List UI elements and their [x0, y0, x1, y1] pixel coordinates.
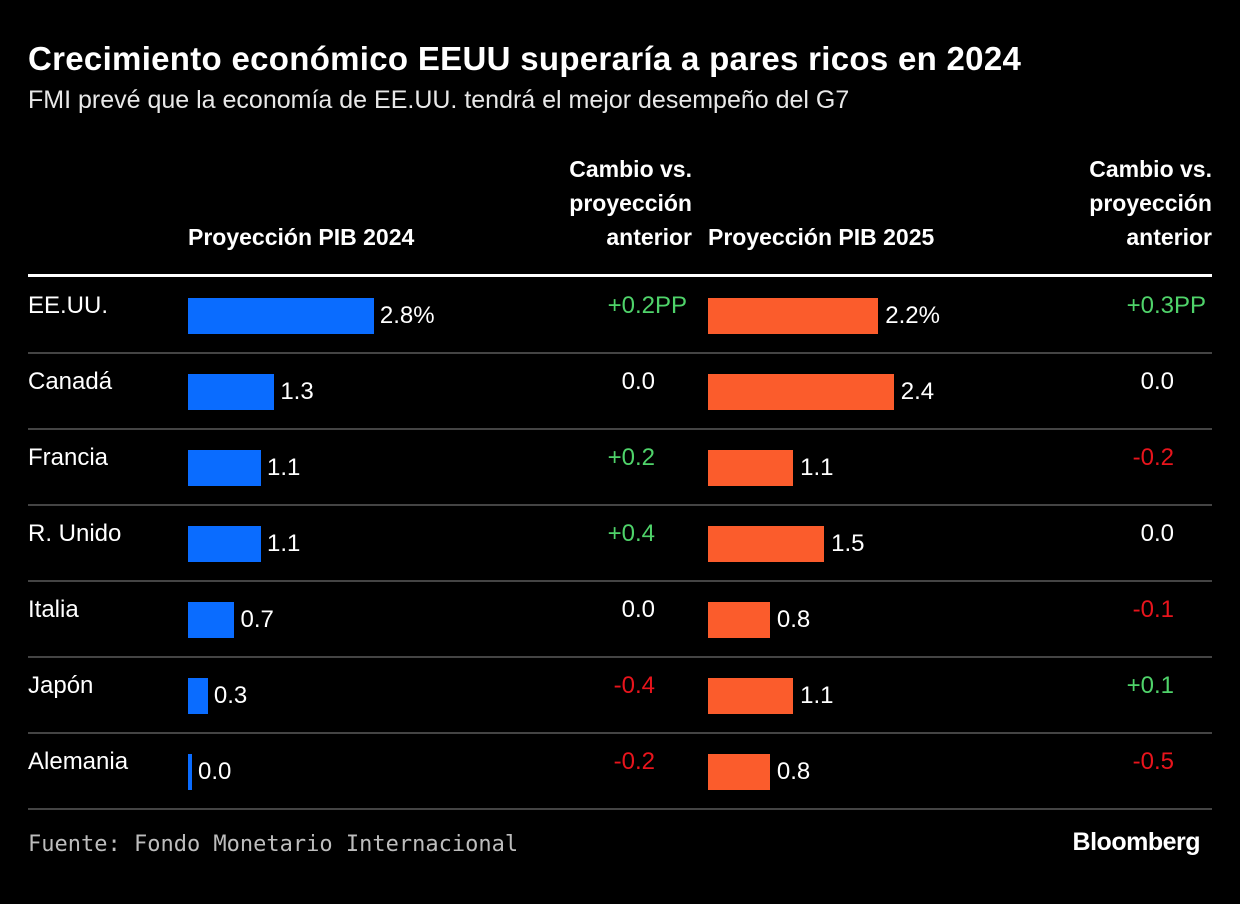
value-number: 2.8 — [379, 302, 414, 329]
value-number: 1.5 — [831, 530, 865, 557]
bar-2024 — [188, 754, 192, 790]
row-divider — [28, 504, 1212, 506]
value-label-2024: 1.1 — [267, 454, 300, 482]
value-number: 0.7 — [240, 606, 274, 633]
change-2025: +0.1 — [1126, 672, 1174, 699]
source-note: Fuente: Fondo Monetario Internacional — [28, 832, 519, 857]
value-label-2025: 1.5 — [831, 530, 864, 558]
change-2024: -0.2 — [613, 748, 655, 775]
row-divider — [28, 428, 1212, 430]
value-number: 0.8 — [776, 606, 811, 633]
header-change-2025: Cambio vs. proyección anterior — [1089, 152, 1212, 254]
change-2025: -0.2 — [1132, 444, 1174, 471]
chart-title: Crecimiento económico EEUU superaría a p… — [28, 40, 1022, 77]
bar-2025 — [708, 754, 770, 790]
bar-2025 — [708, 602, 770, 638]
bar-2025 — [708, 374, 894, 410]
change-2024: 0.0 — [621, 596, 655, 623]
change-2024: -0.4 — [613, 672, 655, 699]
change-2025: 0.0 — [1140, 520, 1174, 547]
value-label-2025: 1.1 — [800, 682, 833, 710]
bar-2024 — [188, 526, 262, 562]
change-2025: -0.5 — [1132, 748, 1174, 775]
value-label-2024: 2.8% — [380, 302, 435, 330]
bar-2024 — [188, 374, 275, 410]
change-2024: +0.4 — [607, 520, 655, 547]
country-label: EE.UU. — [28, 292, 109, 319]
bar-2024 — [188, 678, 208, 714]
bar-2024 — [188, 298, 374, 334]
change-2024: +0.2 — [607, 292, 655, 319]
value-label-2025: 0.8 — [777, 606, 810, 634]
value-number: 2.2 — [885, 302, 919, 329]
header-divider — [28, 274, 1212, 277]
value-label-2025: 2.4 — [901, 378, 934, 406]
value-number: 1.3 — [280, 378, 314, 405]
value-label-2025: 2.2% — [885, 302, 940, 330]
value-label-2024: 0.7 — [240, 606, 273, 634]
value-label-2024: 1.1 — [267, 530, 300, 558]
value-label-2024: 0.3 — [214, 682, 247, 710]
value-label-2024: 0.0 — [198, 758, 231, 786]
value-number: 0.0 — [198, 758, 232, 785]
value-number: 1.1 — [267, 454, 301, 481]
value-label-2024: 1.3 — [280, 378, 313, 406]
header-line: Cambio vs. — [1089, 156, 1212, 182]
bar-2024 — [188, 602, 235, 638]
row-divider — [28, 732, 1212, 734]
header-gdp-2025: Proyección PIB 2025 — [708, 224, 935, 250]
row-divider — [28, 352, 1212, 354]
change-2024: 0.0 — [621, 368, 655, 395]
country-label: Canadá — [28, 368, 113, 395]
header-line: anterior — [1126, 224, 1212, 250]
row-divider — [28, 808, 1212, 810]
header-line: Cambio vs. — [569, 156, 692, 182]
country-label: Japón — [28, 672, 94, 699]
header-change-2024: Cambio vs. proyección anterior — [569, 152, 692, 254]
value-number: 1.1 — [800, 454, 834, 481]
value-unit: % — [413, 302, 435, 329]
change-unit: PP — [655, 292, 688, 319]
bar-2024 — [188, 450, 262, 486]
change-unit: PP — [1174, 292, 1207, 319]
country-label: Francia — [28, 444, 109, 471]
bar-2025 — [708, 526, 825, 562]
header-line: proyección — [569, 190, 692, 216]
value-number: 1.1 — [800, 682, 834, 709]
header-gdp-2024: Proyección PIB 2024 — [188, 224, 415, 250]
row-divider — [28, 580, 1212, 582]
country-label: R. Unido — [28, 520, 122, 547]
value-number: 2.4 — [900, 378, 935, 405]
country-label: Italia — [28, 596, 79, 623]
value-unit: % — [918, 302, 940, 329]
bar-2025 — [708, 298, 879, 334]
bloomberg-logo: Bloomberg — [1072, 828, 1201, 856]
change-2024: +0.2 — [607, 444, 655, 471]
value-label-2025: 0.8 — [777, 758, 810, 786]
row-divider — [28, 656, 1212, 658]
header-line: anterior — [606, 224, 692, 250]
value-number: 0.8 — [776, 758, 811, 785]
change-2025: -0.1 — [1132, 596, 1174, 623]
value-label-2025: 1.1 — [800, 454, 833, 482]
chart-subtitle: FMI prevé que la economía de EE.UU. tend… — [28, 86, 850, 114]
bar-2025 — [708, 678, 794, 714]
header-line: proyección — [1089, 190, 1212, 216]
value-number: 0.3 — [213, 682, 248, 709]
country-label: Alemania — [28, 748, 129, 775]
change-2025: +0.3 — [1126, 292, 1174, 319]
value-number: 1.1 — [267, 530, 301, 557]
change-2025: 0.0 — [1140, 368, 1174, 395]
bar-2025 — [708, 450, 794, 486]
